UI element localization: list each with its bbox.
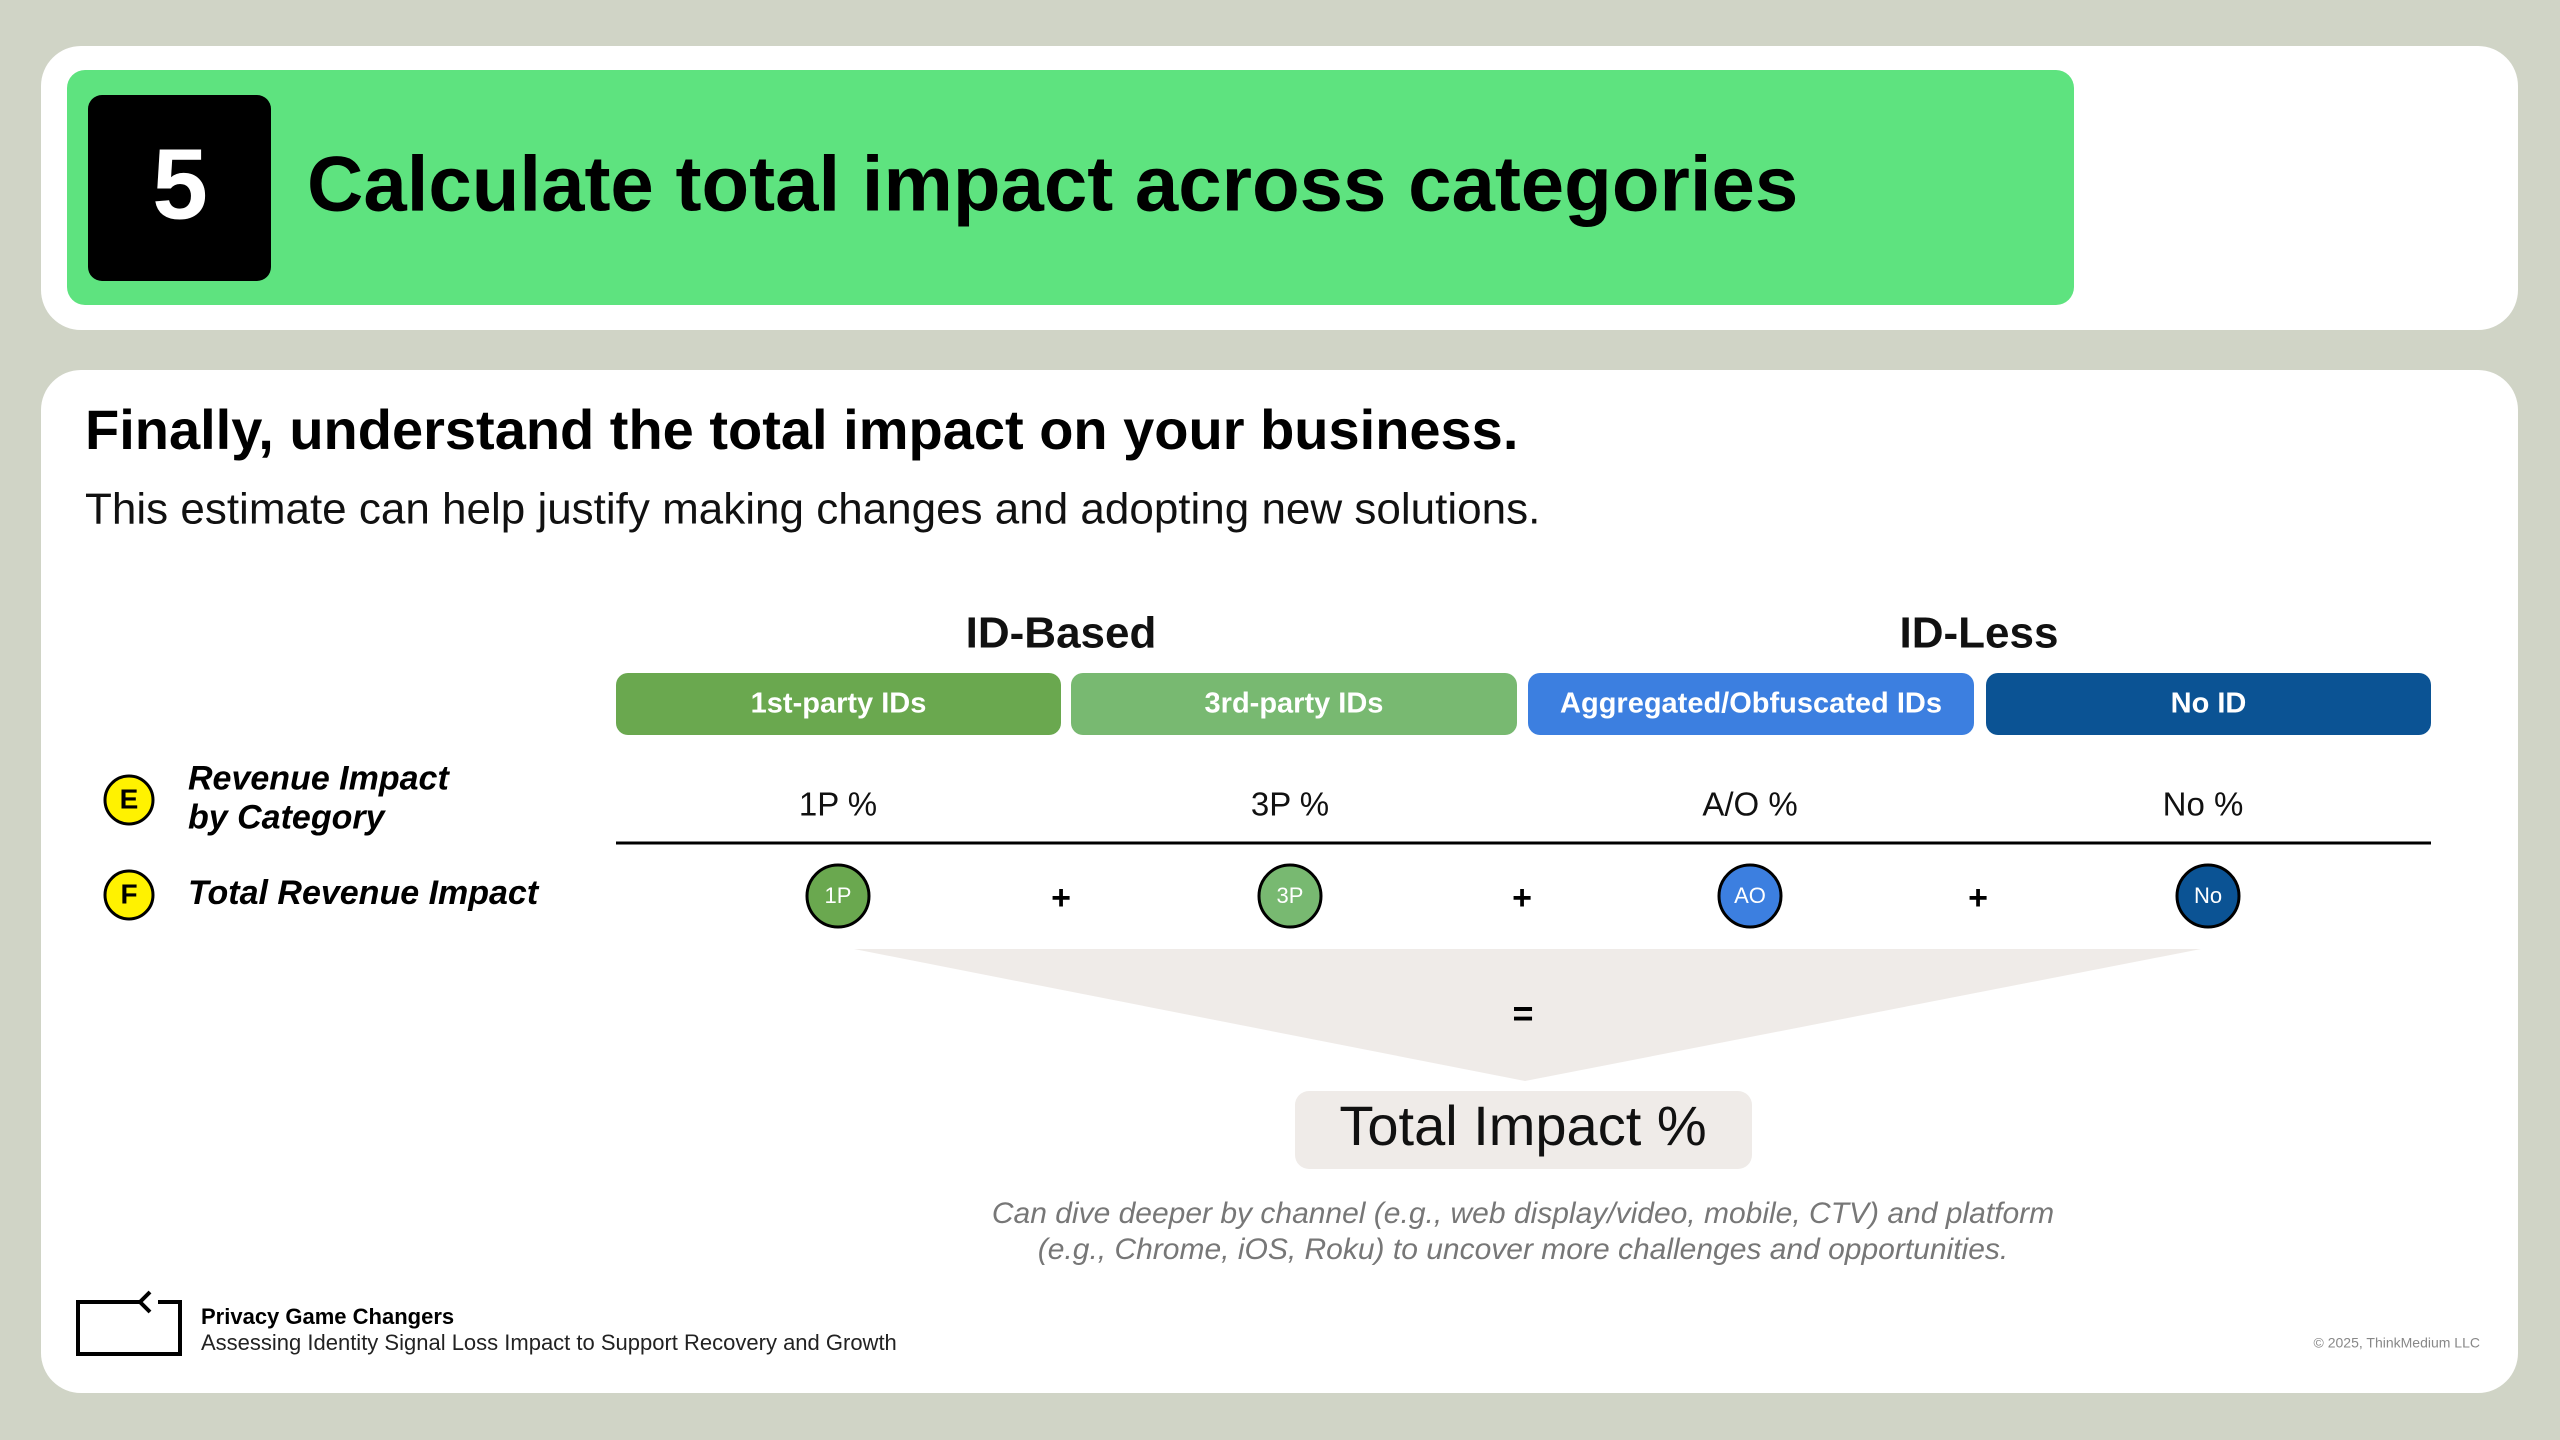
category-badge [805,863,871,929]
footer-icon [76,1290,182,1356]
category-label: 3rd-party IDs [1205,688,1384,720]
row-label: by Category [188,798,387,836]
category-percent: No % [2163,786,2244,823]
category-pill [616,673,1061,735]
step-number: 5 [152,128,208,240]
category-percent: 1P % [799,786,877,823]
category-percent: 3P % [1251,786,1329,823]
total-label: Total Impact % [1339,1094,1706,1157]
row-marker [103,869,155,921]
badge-label: No [2194,883,2222,908]
category-badge [1257,863,1323,929]
footer-brand: Privacy Game Changers [201,1304,454,1329]
category-label: 1st-party IDs [751,688,927,720]
category-badge [1717,863,1783,929]
badge-label: 1P [825,883,852,908]
plus-sign: + [1512,879,1532,917]
category-label: Aggregated/Obfuscated IDs [1560,688,1942,720]
subheading: This estimate can help justify making ch… [85,485,1540,534]
badge-label: AO [1734,883,1766,908]
footer-tagline: Assessing Identity Signal Loss Impact to… [201,1330,897,1355]
row-marker-letter: F [120,878,137,909]
category-pill [1071,673,1517,735]
row-label: Revenue Impact [188,759,450,797]
category-label: No ID [2171,688,2247,720]
row-label: Total Revenue Impact [188,874,540,912]
plus-sign: + [1051,879,1071,917]
note-line: Can dive deeper by channel (e.g., web di… [992,1197,2054,1230]
row-marker-letter: E [120,783,139,814]
note-line: (e.g., Chrome, iOS, Roku) to uncover mor… [1038,1233,2009,1266]
category-badge [2175,863,2241,929]
group-label: ID-Based [966,609,1157,658]
group-label: ID-Less [1900,609,2059,658]
heading: Finally, understand the total impact on … [85,398,1518,461]
footer-copyright: © 2025, ThinkMedium LLC [2314,1335,2480,1351]
category-percent: A/O % [1702,786,1797,823]
category-pill [1986,673,2431,735]
step-box [88,95,271,281]
header-title: Calculate total impact across categories [307,140,1798,228]
badge-label: 3P [1277,883,1304,908]
total-box [1295,1091,1752,1169]
row-marker [103,774,155,826]
header-bar [67,70,2074,305]
category-pill [1528,673,1974,735]
equals-sign: = [1512,993,1533,1034]
funnel [854,949,2201,1081]
plus-sign: + [1968,879,1988,917]
